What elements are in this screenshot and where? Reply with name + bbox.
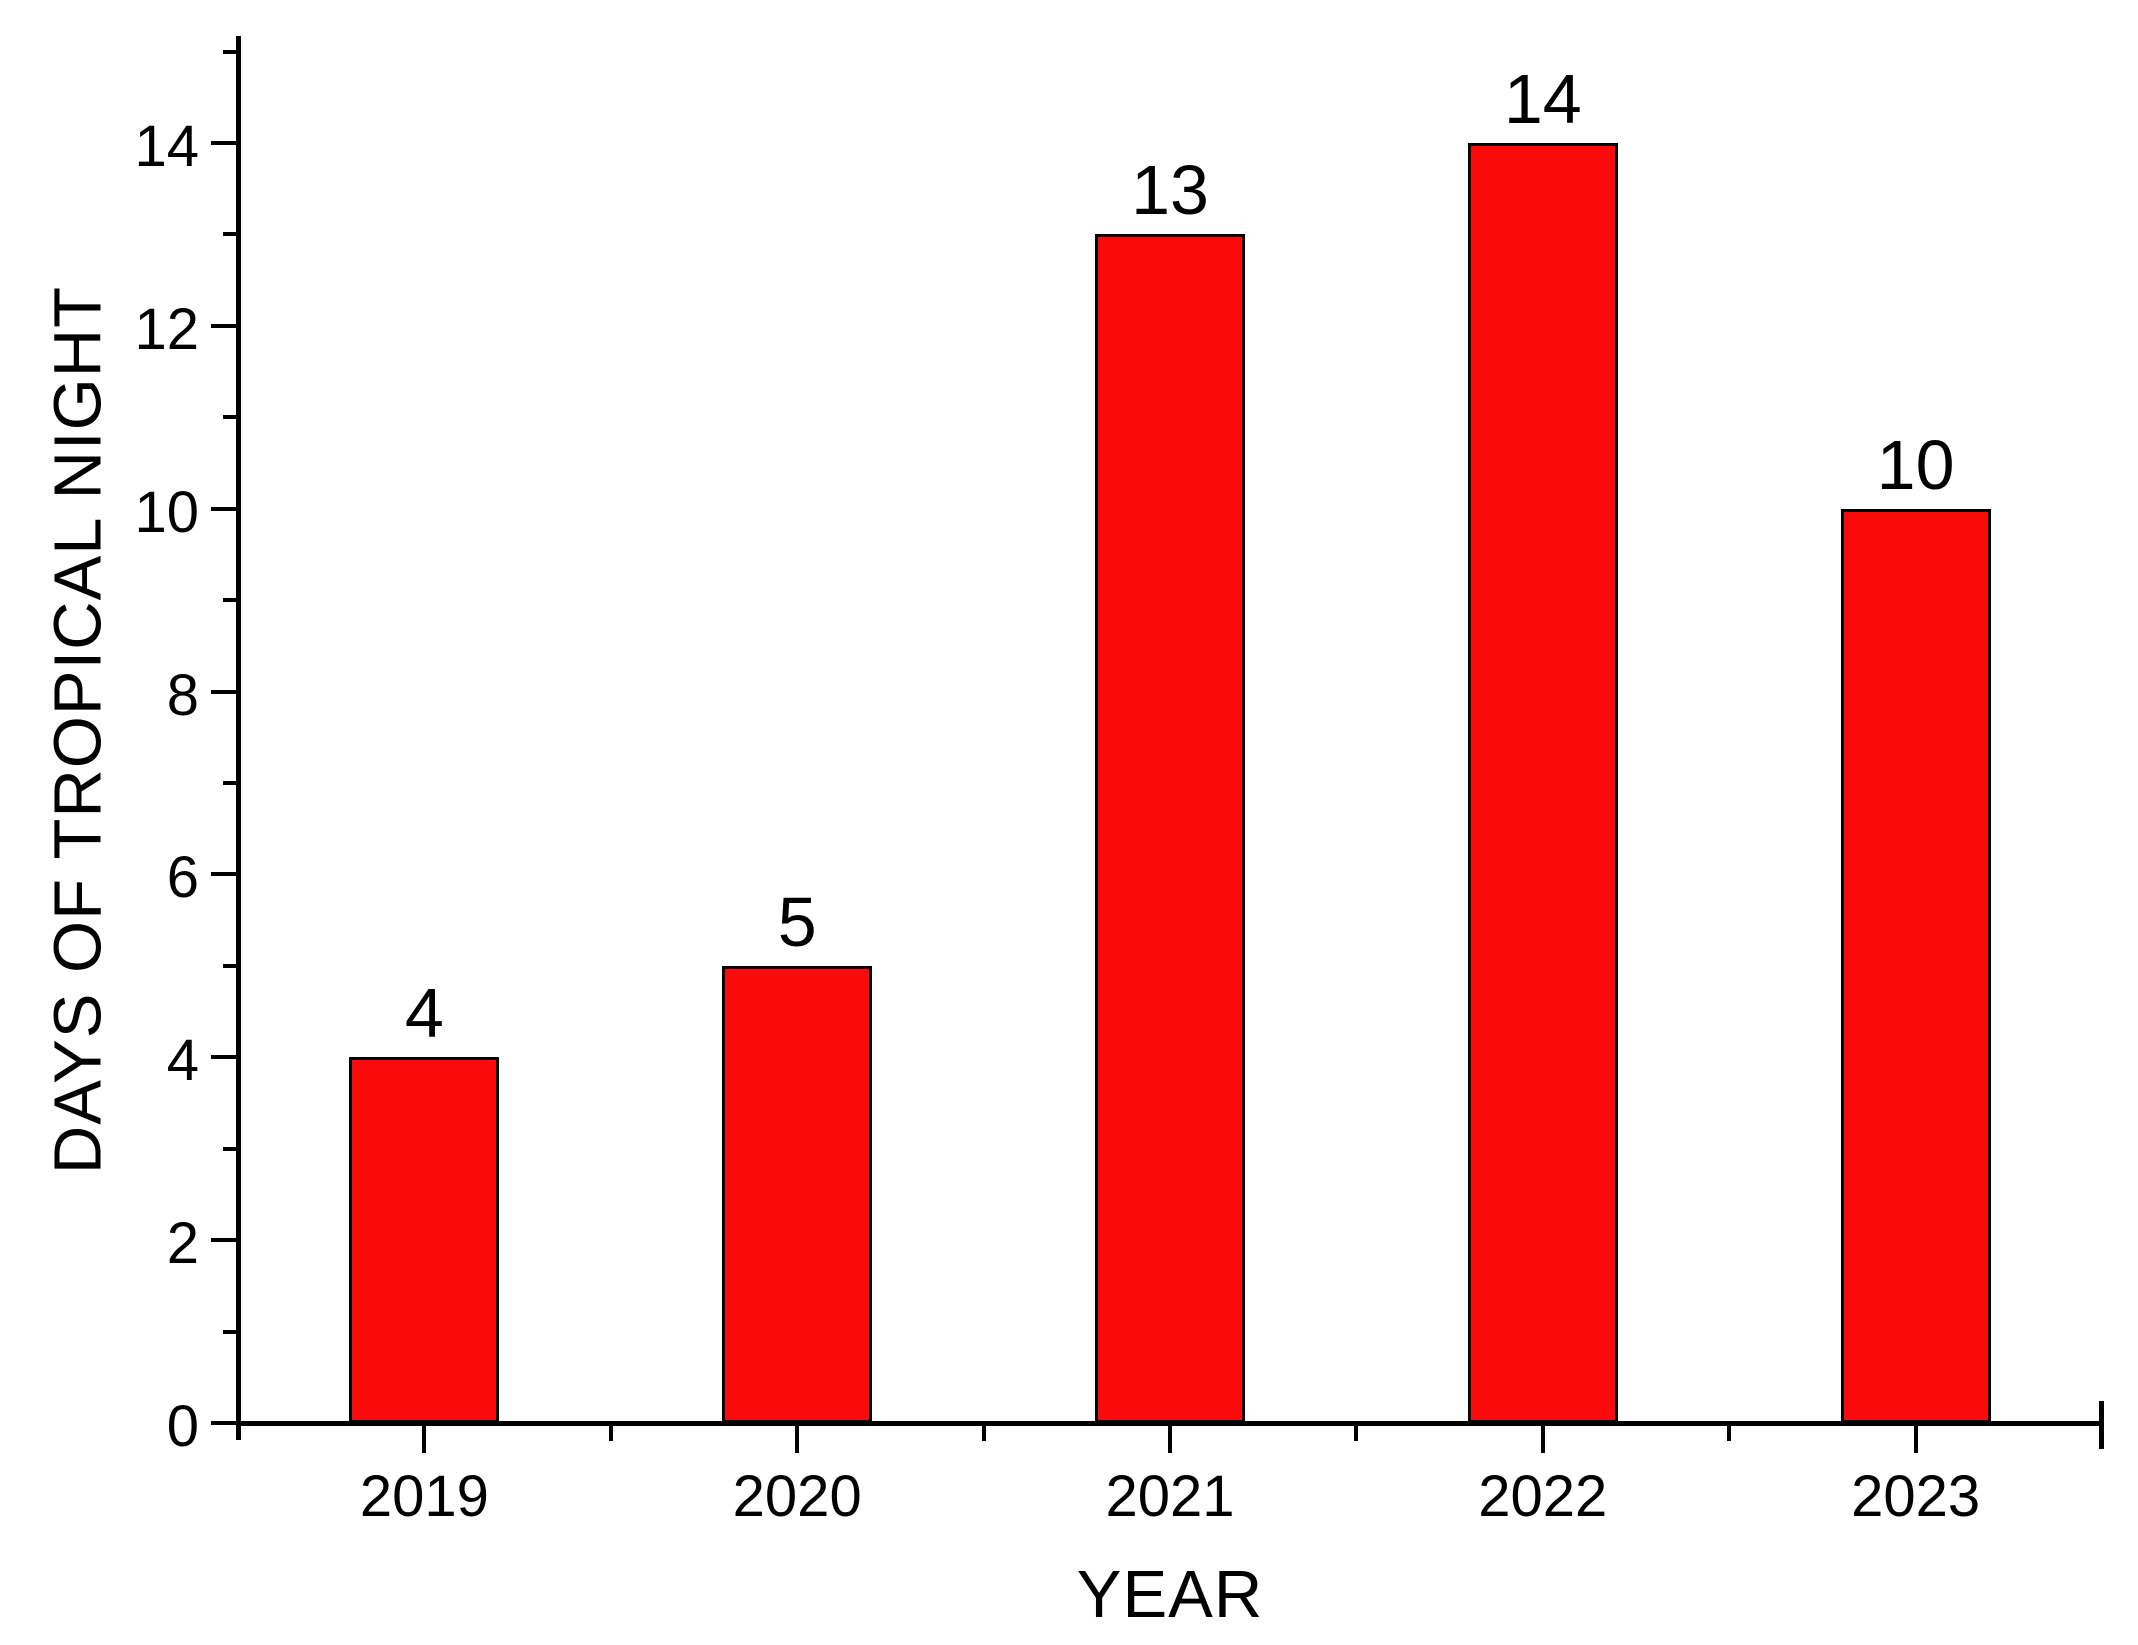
x-minor-tick: [981, 1425, 986, 1441]
x-axis-line: [238, 1421, 2104, 1426]
bar: [1840, 508, 1991, 1423]
x-axis-endcap: [2099, 1401, 2104, 1449]
x-major-tick: [1168, 1425, 1172, 1453]
y-tick-label: 12: [134, 296, 199, 362]
y-major-tick: [211, 1238, 238, 1243]
y-minor-tick: [223, 780, 238, 785]
y-major-tick: [211, 872, 238, 877]
y-tick-label: 8: [166, 662, 199, 728]
y-minor-tick: [223, 1146, 238, 1151]
y-major-tick: [211, 1421, 238, 1425]
y-minor-tick: [223, 49, 238, 54]
y-major-tick: [211, 689, 238, 694]
y-minor-tick: [223, 232, 238, 237]
y-tick-label: 4: [166, 1028, 199, 1094]
x-minor-tick: [1354, 1425, 1359, 1441]
y-tick-label: 10: [134, 479, 199, 545]
x-axis-title: YEAR: [1076, 1557, 1264, 1632]
y-minor-tick: [223, 415, 238, 420]
y-tick-label: 0: [166, 1394, 199, 1459]
bar-value-label: 4: [404, 974, 444, 1053]
y-major-tick: [211, 140, 238, 145]
bar: [1095, 234, 1245, 1423]
bar-value-label: 13: [1131, 151, 1209, 230]
x-major-tick: [1540, 1425, 1545, 1453]
x-major-tick: [422, 1425, 427, 1453]
bar-value-label: 10: [1876, 425, 1955, 504]
y-axis-line: [236, 36, 241, 1440]
x-tick-label: 2022: [1478, 1464, 1608, 1529]
y-major-tick: [211, 323, 238, 328]
x-tick-label: 2019: [359, 1464, 489, 1529]
x-minor-tick: [1727, 1425, 1732, 1441]
y-minor-tick: [223, 598, 238, 603]
x-tick-label: 2021: [1105, 1464, 1235, 1529]
bar: [722, 965, 873, 1423]
x-major-tick: [795, 1425, 800, 1453]
y-major-tick: [211, 1055, 238, 1060]
y-minor-tick: [223, 1329, 238, 1334]
bar: [349, 1057, 500, 1423]
x-tick-label: 2023: [1851, 1464, 1981, 1529]
x-minor-tick: [608, 1425, 613, 1441]
bar-value-label: 5: [777, 882, 817, 961]
bar: [1467, 142, 1618, 1423]
y-minor-tick: [223, 963, 238, 968]
bar-value-label: 14: [1503, 59, 1582, 138]
y-major-tick: [211, 506, 238, 511]
y-tick-label: 6: [166, 845, 199, 911]
x-major-tick: [1913, 1425, 1918, 1453]
y-tick-label: 14: [134, 113, 199, 179]
y-tick-label: 2: [166, 1211, 199, 1277]
x-tick-label: 2020: [732, 1464, 862, 1529]
